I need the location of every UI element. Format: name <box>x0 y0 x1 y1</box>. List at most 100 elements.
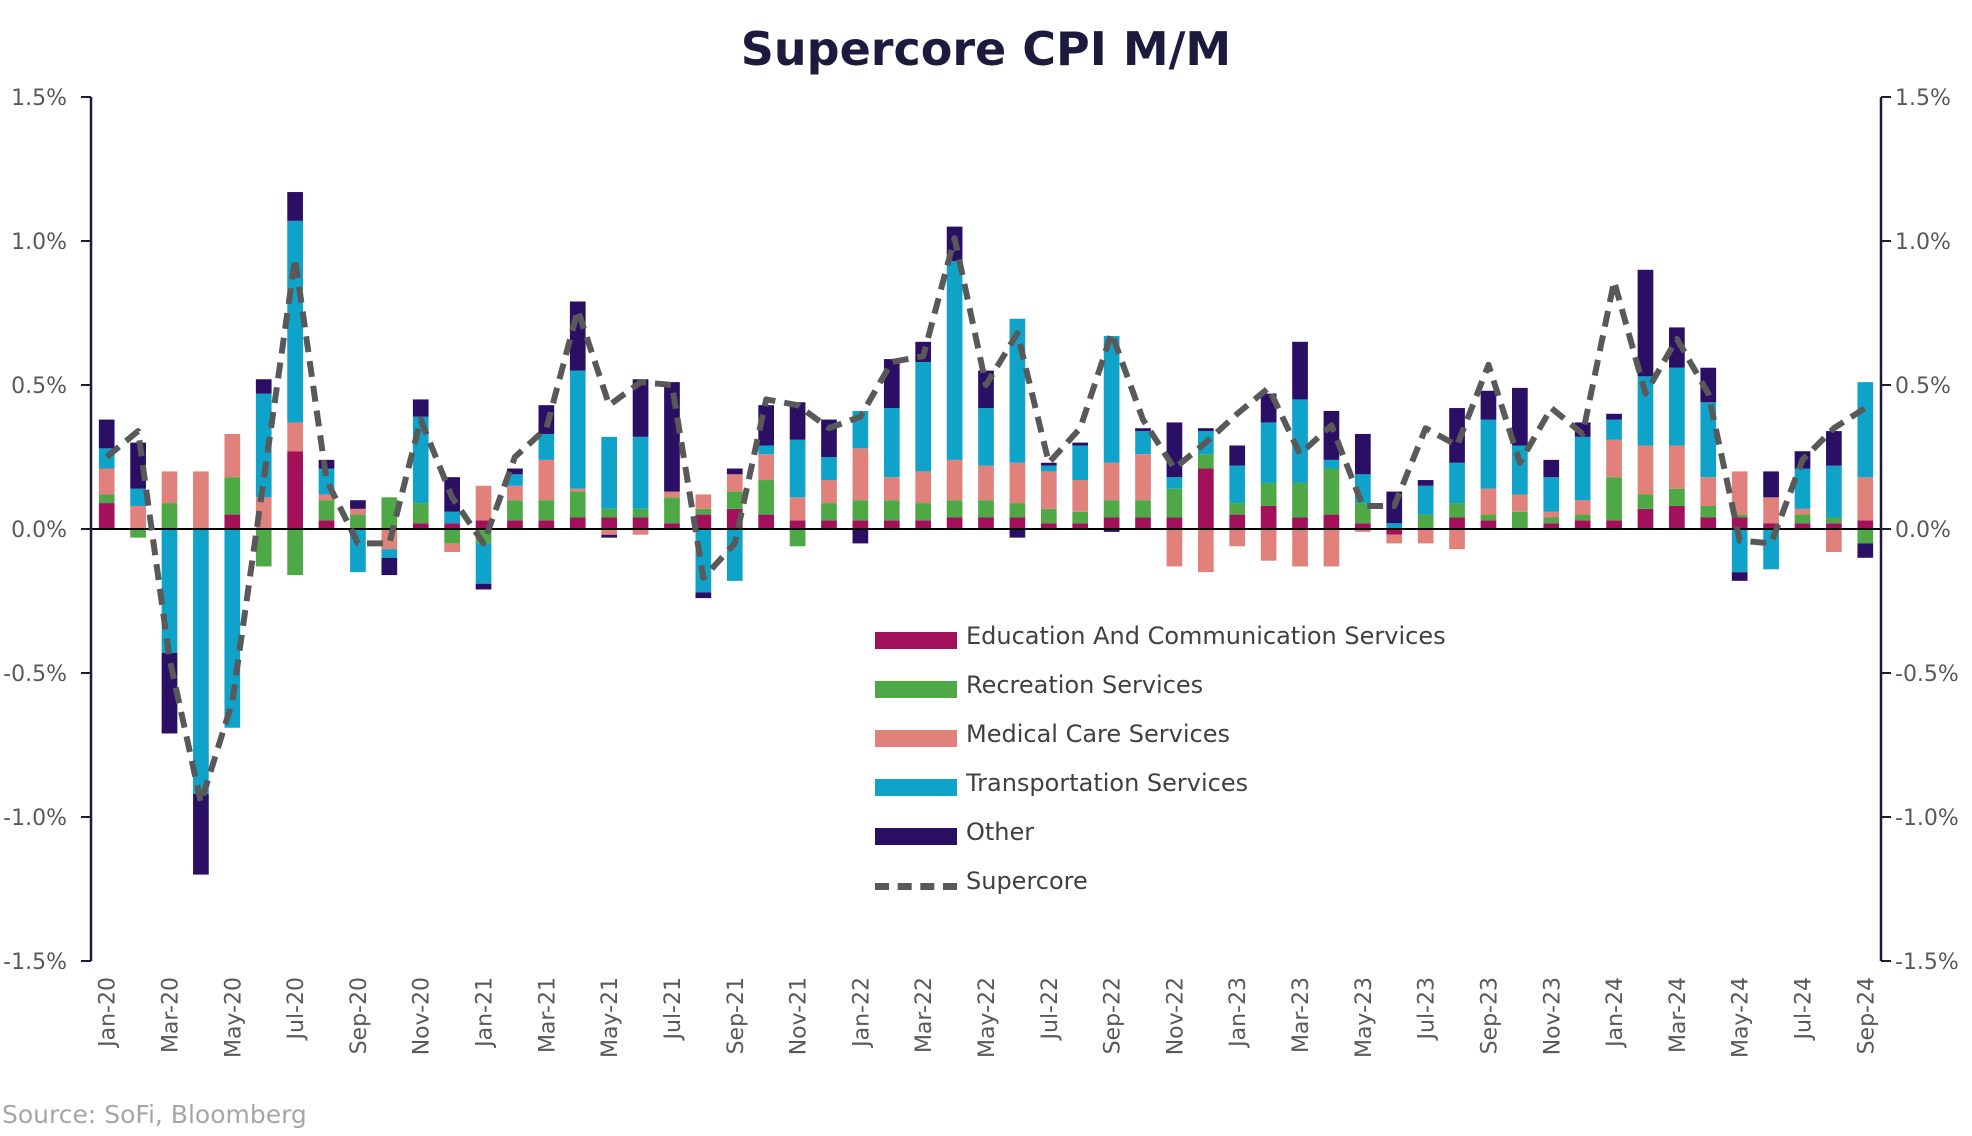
bar-0-19 <box>695 514 712 529</box>
bar-1-30 <box>1040 508 1057 524</box>
bar-1-13 <box>507 500 523 521</box>
bar-0-35 <box>1197 468 1214 529</box>
bar-4-34 <box>1166 422 1183 478</box>
x-tick-label: Jul-20 <box>284 977 309 1041</box>
bar-1-4 <box>224 477 241 515</box>
bar-1-22 <box>789 529 806 547</box>
bar-0-50 <box>1669 505 1685 529</box>
bar-0-24 <box>852 520 869 529</box>
bar-2-29 <box>1009 462 1026 504</box>
bar-4-40 <box>1354 433 1371 475</box>
bar-0-29 <box>1009 517 1026 529</box>
bar-0-27 <box>946 517 963 529</box>
bar-1-44 <box>1480 514 1497 521</box>
bar-0-21 <box>758 514 775 529</box>
x-tick-label: Sep-21 <box>724 977 749 1054</box>
bar-1-29 <box>1009 503 1026 518</box>
bar-0-22 <box>789 520 806 529</box>
x-tick-label: Jul-22 <box>1038 977 1063 1041</box>
bar-0-48 <box>1606 520 1622 529</box>
bar-3-36 <box>1229 465 1246 504</box>
bar-3-48 <box>1606 419 1622 440</box>
x-tick-label: Mar-20 <box>159 977 184 1053</box>
bar-1-55 <box>1826 517 1842 524</box>
bar-0-54 <box>1794 523 1811 529</box>
bar-2-2 <box>161 471 178 504</box>
bar-4-44 <box>1480 390 1497 420</box>
bar-1-18 <box>664 497 680 524</box>
bar-1-34 <box>1166 488 1183 518</box>
legend-swatch-supercore <box>875 883 957 890</box>
bar-2-49 <box>1637 445 1654 495</box>
bar-0-41 <box>1386 529 1403 535</box>
bar-2-45 <box>1512 494 1528 512</box>
bar-3-33 <box>1135 431 1151 455</box>
bar-4-8 <box>350 500 366 509</box>
bar-1-51 <box>1700 505 1717 518</box>
bar-2-11 <box>444 543 460 553</box>
bar-4-50 <box>1669 327 1685 368</box>
bar-1-27 <box>946 500 963 518</box>
x-tick-label: Nov-22 <box>1163 977 1188 1055</box>
bar-4-32 <box>1103 529 1120 532</box>
bar-2-23 <box>821 480 837 504</box>
bar-0-11 <box>444 523 460 529</box>
x-tick-label: Jul-23 <box>1415 977 1440 1041</box>
bar-1-37 <box>1260 482 1277 506</box>
bar-1-56 <box>1857 529 1874 544</box>
bar-4-25 <box>883 359 900 409</box>
bar-1-5 <box>255 529 272 567</box>
y-tick-label-left: -0.5% <box>3 662 67 687</box>
bar-1-2 <box>161 503 178 529</box>
bar-4-43 <box>1449 408 1465 463</box>
bar-4-31 <box>1072 442 1089 446</box>
legend-label-education: Education And Communication Services <box>966 622 1446 650</box>
bar-3-49 <box>1637 376 1654 446</box>
bar-4-30 <box>1040 462 1057 466</box>
bar-4-45 <box>1512 387 1528 446</box>
bar-1-32 <box>1103 500 1120 518</box>
bar-1-33 <box>1135 500 1151 518</box>
x-tick-label: Jan-21 <box>473 977 498 1049</box>
bar-1-16 <box>601 508 618 518</box>
bar-1-20 <box>726 491 743 509</box>
y-tick-label-right: -0.5% <box>1895 662 1959 687</box>
y-tick-label-left: 0.0% <box>11 518 67 543</box>
bar-1-21 <box>758 480 775 515</box>
x-tick-label: Sep-24 <box>1854 977 1879 1054</box>
bar-2-22 <box>789 497 806 521</box>
x-tick-label: Jan-22 <box>849 977 874 1049</box>
bar-2-33 <box>1135 454 1151 501</box>
bar-3-20 <box>726 529 743 581</box>
bar-0-40 <box>1354 523 1371 529</box>
bar-2-40 <box>1354 529 1371 532</box>
legend-swatch-medical <box>875 730 957 747</box>
bar-0-17 <box>632 517 649 529</box>
bar-2-31 <box>1072 480 1089 512</box>
x-tick-label: May-20 <box>221 977 246 1058</box>
bar-2-0 <box>98 468 115 495</box>
bar-0-34 <box>1166 517 1183 529</box>
bar-2-56 <box>1857 477 1874 521</box>
bar-4-0 <box>98 419 115 449</box>
x-tick-label: Sep-23 <box>1477 977 1502 1054</box>
bar-0-14 <box>538 520 555 529</box>
bar-4-19 <box>695 592 712 599</box>
bar-1-39 <box>1323 468 1340 515</box>
bar-3-11 <box>444 511 460 524</box>
bar-2-24 <box>852 448 869 501</box>
bar-2-25 <box>883 477 900 501</box>
bar-3-19 <box>695 529 712 593</box>
bar-1-14 <box>538 500 555 521</box>
bar-0-4 <box>224 514 241 529</box>
bar-1-6 <box>287 529 303 576</box>
bar-3-12 <box>475 543 492 584</box>
bar-2-37 <box>1260 529 1277 561</box>
bar-1-19 <box>695 508 712 515</box>
y-tick-label-right: 1.5% <box>1895 86 1951 111</box>
bar-0-28 <box>978 517 994 529</box>
bar-3-47 <box>1574 436 1591 501</box>
bar-3-2 <box>161 529 178 653</box>
bar-4-48 <box>1606 413 1622 420</box>
bar-1-10 <box>412 503 429 524</box>
